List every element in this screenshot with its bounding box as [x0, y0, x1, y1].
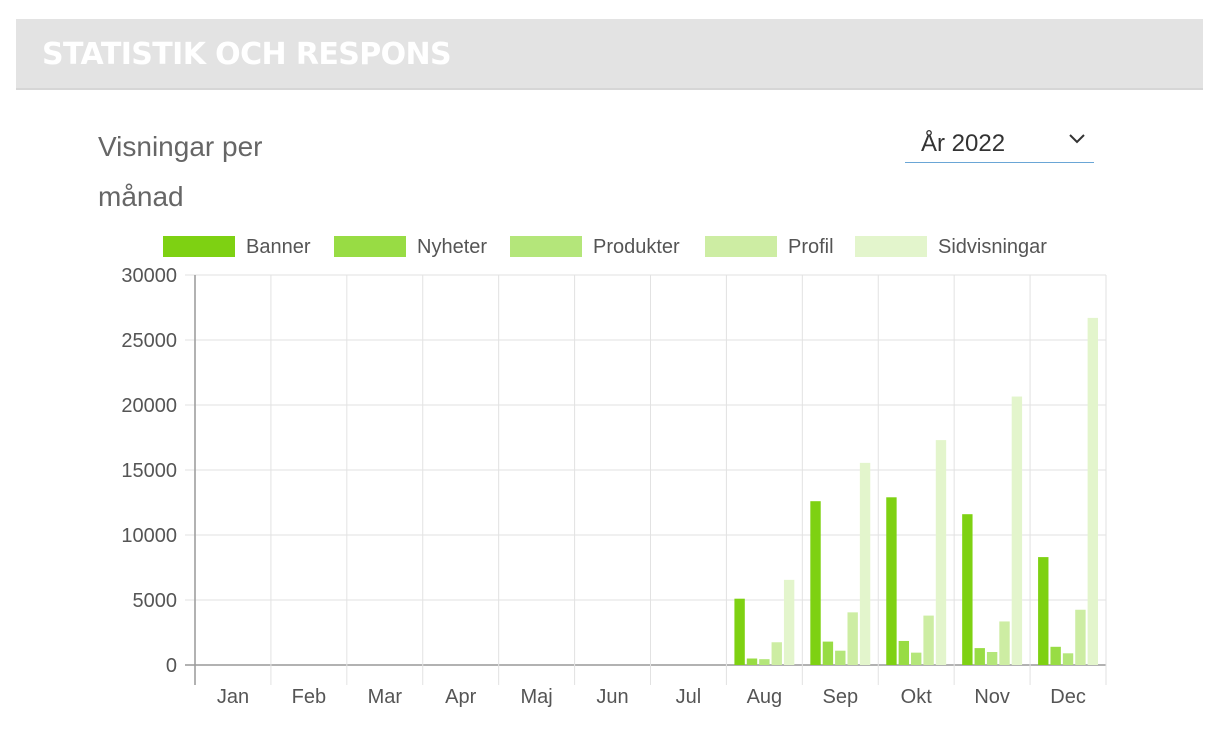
bar-banner — [886, 497, 897, 665]
bar-profil — [1075, 609, 1086, 665]
y-tick-label: 0 — [166, 655, 177, 677]
bar-produkter — [835, 650, 846, 665]
bar-produkter — [986, 652, 998, 665]
x-tick-label: Maj — [521, 686, 553, 708]
bar-banner — [962, 514, 973, 665]
bar-sidvisningar — [783, 579, 795, 665]
x-tick-label: Apr — [445, 686, 476, 708]
legend-swatch — [334, 236, 406, 257]
x-tick-label: Mar — [368, 686, 403, 708]
year-select-value: År 2022 — [921, 130, 1006, 157]
x-tick-label: Sep — [822, 686, 858, 708]
x-tick-label: Jun — [596, 686, 628, 708]
bar-nyheter — [1050, 646, 1061, 665]
bar-sidvisningar — [859, 462, 871, 665]
y-tick-label: 30000 — [121, 265, 177, 287]
bar-profil — [999, 621, 1010, 665]
legend-swatch — [510, 236, 582, 257]
y-tick-label: 10000 — [121, 525, 177, 547]
y-tick-label: 20000 — [121, 395, 177, 417]
chart-title: Visningar per månad — [98, 131, 263, 212]
bar-sidvisningar — [935, 440, 947, 665]
legend-label: Produkter — [593, 236, 680, 258]
chevron-down-icon — [1069, 134, 1085, 144]
x-tick-label: Dec — [1050, 686, 1086, 708]
x-tick-label: Jan — [217, 686, 249, 708]
legend-label: Profil — [788, 236, 834, 258]
page-title: STATISTIK OCH RESPONS — [42, 37, 452, 72]
legend-swatch — [855, 236, 927, 257]
y-tick-label: 25000 — [121, 330, 177, 352]
y-tick-label: 5000 — [133, 590, 178, 612]
bar-produkter — [911, 652, 922, 665]
header-bar: STATISTIK OCH RESPONS — [16, 19, 1203, 90]
bar-produkter — [1062, 653, 1074, 665]
bar-nyheter — [746, 658, 758, 665]
bar-produkter — [759, 659, 770, 665]
bar-sidvisningar — [1011, 396, 1023, 665]
bar-profil — [771, 642, 782, 665]
x-tick-label: Okt — [901, 686, 933, 708]
bar-banner — [734, 598, 745, 665]
legend-label: Sidvisningar — [938, 236, 1047, 258]
bar-profil — [923, 615, 934, 665]
x-tick-label: Feb — [292, 686, 326, 708]
x-tick-label: Aug — [747, 686, 783, 708]
bar-nyheter — [898, 640, 910, 665]
bar-sidvisningar — [1087, 317, 1098, 665]
bar-banner — [1038, 557, 1049, 665]
bar-banner — [810, 501, 821, 665]
bar-profil — [847, 612, 858, 665]
legend-label: Banner — [246, 236, 311, 258]
legend-swatch — [163, 236, 235, 257]
legend-label: Nyheter — [417, 236, 487, 258]
bar-nyheter — [822, 641, 834, 665]
y-tick-label: 15000 — [121, 460, 177, 482]
year-select[interactable]: År 2022 — [905, 122, 1094, 163]
legend-swatch — [705, 236, 777, 257]
bar-nyheter — [974, 648, 985, 665]
x-tick-label: Nov — [974, 686, 1010, 708]
x-tick-label: Jul — [676, 686, 702, 708]
